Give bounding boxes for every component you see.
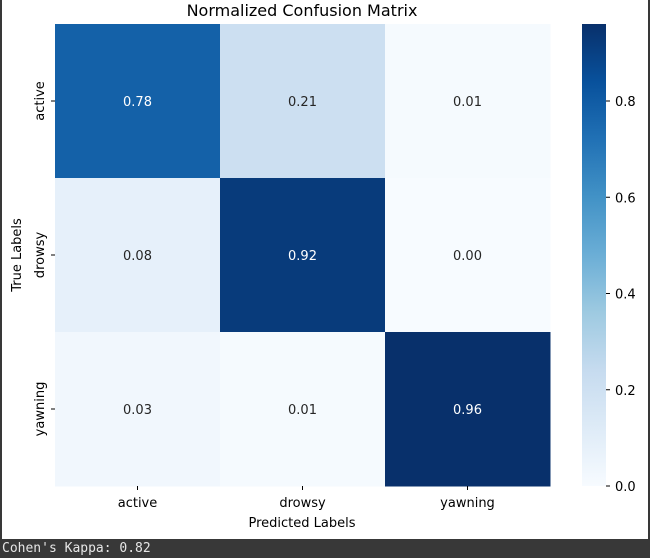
cell-value-label: 0.92 (288, 249, 317, 264)
cell-value-label: 0.21 (288, 95, 317, 110)
colorbar (582, 24, 606, 486)
heatmap-cells (55, 24, 551, 487)
cell-value-label: 0.00 (453, 249, 482, 264)
y-tick-label: drowsy (33, 232, 48, 279)
heatmap-cell (220, 332, 386, 487)
colorbar-tick-label: 0.0 (615, 480, 636, 495)
x-axis-ticks: active drowsy yawning (118, 486, 495, 511)
y-axis-label: True Labels (10, 218, 25, 293)
y-axis-ticks: active drowsy yawning (33, 81, 55, 436)
confusion-matrix-chart: Normalized Confusion Matrix 0.78 0.21 0.01… (10, 1, 636, 531)
colorbar-tick-label: 0.2 (615, 384, 636, 399)
cell-value-label: 0.01 (453, 95, 482, 110)
heatmap-cell (220, 24, 386, 179)
heatmap-cell (385, 24, 551, 179)
cell-value-label: 0.08 (123, 249, 152, 264)
x-tick-label: active (118, 496, 158, 511)
cell-value-label: 0.96 (453, 403, 482, 418)
chart-title: Normalized Confusion Matrix (187, 1, 418, 20)
cell-value-label: 0.01 (288, 403, 317, 418)
heatmap-cell (385, 332, 551, 487)
colorbar-tick-label: 0.6 (615, 191, 636, 206)
console-output: Cohen's Kappa: 0.82 (0, 539, 650, 558)
x-axis-label: Predicted Labels (248, 516, 355, 531)
left-border (0, 0, 2, 539)
cell-value-label: 0.03 (123, 403, 152, 418)
heatmap-cell (220, 178, 386, 333)
colorbar-tick-label: 0.4 (615, 288, 636, 303)
heatmap-cell (55, 24, 221, 179)
right-border (648, 0, 650, 539)
x-tick-label: yawning (440, 496, 495, 511)
y-tick-label: yawning (33, 382, 48, 437)
colorbar-tick-label: 0.8 (615, 95, 636, 110)
heatmap-cell (55, 332, 221, 487)
y-tick-label: active (33, 81, 48, 121)
cell-value-label: 0.78 (123, 95, 152, 110)
colorbar-ticks: 0.0 0.2 0.4 0.6 0.8 (606, 95, 636, 495)
heatmap-cell (385, 178, 551, 333)
heatmap-cell (55, 178, 221, 333)
x-tick-label: drowsy (279, 496, 326, 511)
heatmap-value-labels: 0.78 0.21 0.01 0.08 0.92 0.00 0.03 0.01 0.96 (123, 95, 482, 418)
